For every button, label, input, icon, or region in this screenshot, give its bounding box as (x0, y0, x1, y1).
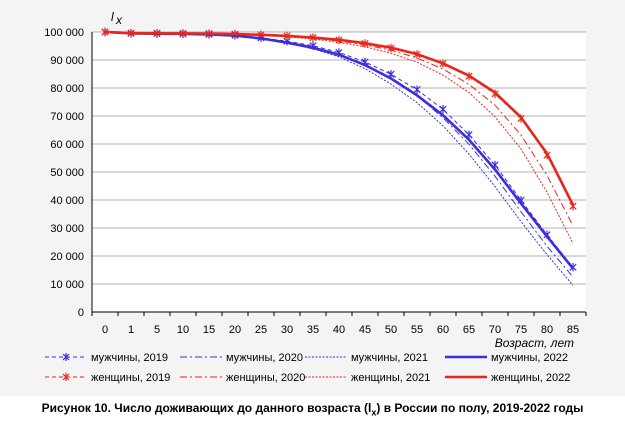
x-tick-label: 60 (437, 324, 449, 336)
x-tick-label: 50 (385, 324, 397, 336)
legend-label-7: женщины, 2022 (491, 372, 570, 384)
legend-label-0: мужчины, 2019 (91, 352, 168, 364)
y-tick-label: 100 000 (44, 27, 84, 39)
y-tick-label: 60 000 (50, 139, 84, 151)
x-tick-label: 85 (567, 324, 579, 336)
x-tick-label: 25 (255, 324, 267, 336)
y-axis-title-subscript: x (115, 13, 123, 27)
legend-label-2: мужчины, 2021 (351, 352, 428, 364)
x-tick-label: 45 (359, 324, 371, 336)
x-tick-label: 70 (489, 324, 501, 336)
legend-label-3: мужчины, 2022 (491, 352, 568, 364)
caption-subscript: x (371, 407, 377, 418)
x-tick-label: 15 (203, 324, 215, 336)
life-table-chart: 0 10 000 20 000 30 000 40 000 50 000 60 000 70 … (44, 10, 587, 384)
y-tick-label: 30 000 (50, 223, 84, 235)
y-tick-label: 40 000 (50, 195, 84, 207)
legend-label-5: женщины, 2020 (226, 372, 305, 384)
x-tick-label: 0 (102, 324, 108, 336)
x-tick-label: 35 (307, 324, 319, 336)
y-tick-label: 90 000 (50, 55, 84, 67)
x-tick-label: 30 (281, 324, 293, 336)
x-tick-label: 5 (154, 324, 160, 336)
x-tick-label: 40 (333, 324, 345, 336)
caption-suffix: ) в России по полу, 2019-2022 годы (376, 401, 584, 415)
figure-caption: Рисунок 10. Число доживающих до данного … (0, 401, 625, 417)
series-line-7 (104, 30, 575, 206)
x-tick-label: 65 (463, 324, 475, 336)
y-tick-label: 50 000 (50, 167, 84, 179)
legend-label-6: женщины, 2021 (351, 372, 430, 384)
caption-prefix: Рисунок 10. Число доживающих до данного … (41, 401, 372, 415)
x-axis-title: Возраст, лет (495, 336, 574, 350)
legend-label-1: мужчины, 2020 (226, 352, 303, 364)
y-axis-title: l (111, 10, 114, 24)
y-tick-label: 80 000 (50, 83, 84, 95)
x-tick-label: 20 (229, 324, 241, 336)
x-tick-label: 55 (411, 324, 423, 336)
x-tick-label: 1 (128, 324, 134, 336)
x-tick-label: 10 (177, 324, 189, 336)
x-tick-label: 80 (541, 324, 553, 336)
y-tick-label: 10 000 (50, 279, 84, 291)
x-tick-label: 75 (515, 324, 527, 336)
y-tick-label: 0 (78, 307, 84, 319)
y-tick-label: 20 000 (50, 251, 84, 263)
legend-label-4: женщины, 2019 (91, 372, 170, 384)
y-tick-label: 70 000 (50, 111, 84, 123)
chart-panel: 0 10 000 20 000 30 000 40 000 50 000 60 000 70 … (0, 0, 625, 396)
